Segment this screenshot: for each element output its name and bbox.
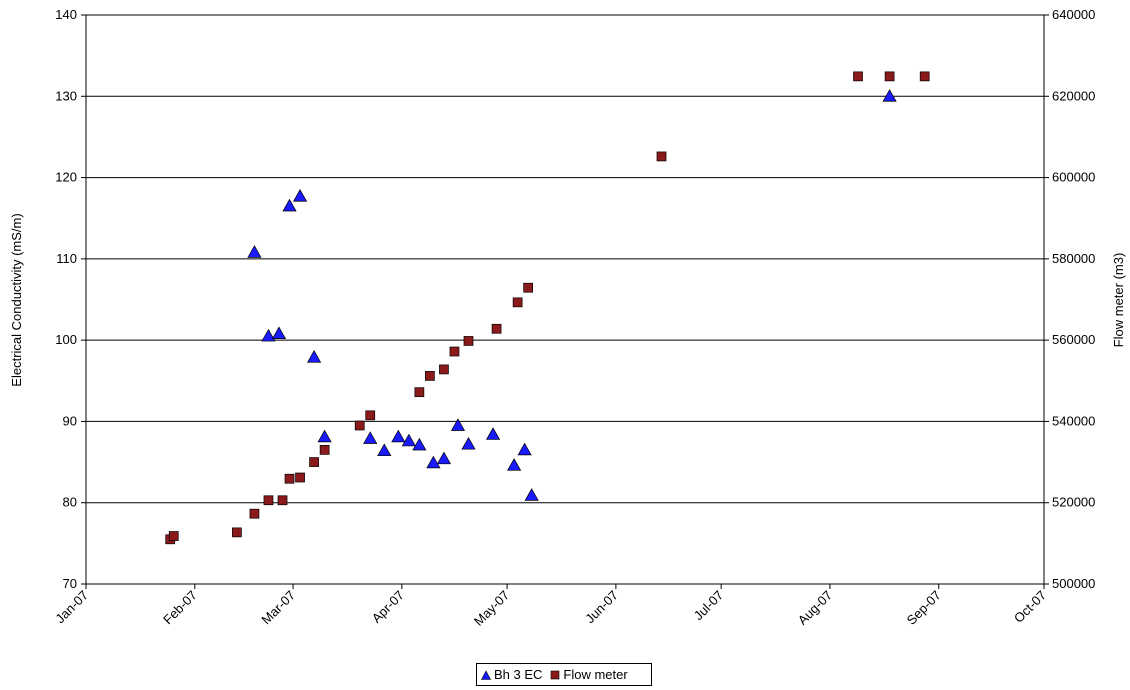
flow-point — [249, 508, 260, 519]
x-tick-label: Apr-07 — [369, 588, 407, 626]
flow-point — [853, 71, 863, 82]
y2-tick-label: 580000 — [1052, 251, 1095, 266]
y-tick-label: 130 — [55, 88, 77, 103]
y-tick-label: 110 — [56, 251, 77, 266]
ec-point — [261, 328, 276, 342]
ec-point — [436, 451, 452, 465]
y-tick-label: 70 — [63, 576, 77, 591]
y-tick-label: 90 — [63, 413, 77, 428]
flow-point — [309, 457, 319, 467]
flow-point — [414, 387, 425, 398]
flow-point — [232, 527, 242, 538]
ec-point — [485, 427, 501, 440]
legend-label-ec: Bh 3 EC — [494, 667, 543, 682]
y2-tick-label: 640000 — [1052, 7, 1095, 22]
x-tick-label: Feb-07 — [160, 588, 200, 628]
flow-point — [919, 71, 930, 82]
ec-point — [524, 488, 539, 501]
ec-point — [426, 455, 441, 469]
y2-tick-label: 600000 — [1052, 170, 1095, 185]
ec-point — [317, 429, 332, 443]
ec-point — [363, 431, 378, 444]
ec-point — [282, 198, 297, 212]
flow-point — [354, 420, 365, 431]
legend: Bh 3 EC Flow meter — [476, 663, 652, 686]
x-tick-label: Aug-07 — [795, 588, 835, 628]
x-tick-label: Oct-07 — [1011, 588, 1049, 626]
ec-point — [401, 433, 416, 447]
flow-point — [284, 473, 295, 484]
flow-point — [277, 495, 288, 506]
triangle-marker-icon — [481, 669, 491, 680]
ec-point — [507, 458, 522, 471]
flow-point — [512, 297, 523, 308]
flow-point — [263, 495, 274, 506]
y2-tick-label: 500000 — [1052, 576, 1095, 591]
x-tick-label: Jun-07 — [582, 588, 621, 627]
flow-point — [295, 472, 305, 483]
legend-item-flow: Flow meter — [550, 667, 628, 682]
flow-point — [449, 346, 460, 357]
y-tick-label: 100 — [55, 332, 77, 347]
ec-point — [461, 436, 476, 450]
data-marks — [165, 71, 930, 545]
ec-point — [450, 418, 466, 431]
ec-point — [391, 429, 406, 443]
square-marker-icon — [551, 670, 560, 679]
legend-label-flow: Flow meter — [563, 667, 628, 682]
x-tick-label: Sep-07 — [904, 588, 944, 628]
ec-point — [882, 89, 897, 102]
x-tick-label: Mar-07 — [258, 588, 298, 628]
flow-point — [319, 445, 330, 455]
y-tick-label: 120 — [55, 170, 77, 185]
y-tick-label: 140 — [55, 7, 77, 22]
y2-tick-label: 520000 — [1052, 495, 1095, 510]
x-tick-label: Jul-07 — [691, 588, 727, 624]
y2-tick-label: 620000 — [1052, 88, 1095, 103]
flow-point — [491, 323, 502, 334]
flow-point — [463, 336, 474, 346]
ec-point — [412, 437, 427, 451]
flow-point — [523, 282, 534, 293]
flow-point — [168, 531, 179, 541]
gridlines — [86, 14, 1044, 504]
ec-point — [377, 443, 392, 457]
flow-point — [365, 410, 376, 421]
tick-labels: 70 80 90 100 110 120 130 140 500000 520000 540000 5… — [52, 7, 1095, 629]
flow-point — [425, 371, 435, 381]
y-tick-label: 80 — [63, 495, 77, 510]
y2-axis-title: Flow meter (m3) — [1111, 253, 1126, 348]
axes — [81, 14, 1049, 589]
ec-point — [271, 326, 287, 339]
x-tick-label: May-07 — [471, 588, 512, 629]
ec-point — [517, 442, 532, 456]
y2-tick-label: 560000 — [1052, 332, 1095, 347]
ec-point — [292, 189, 308, 202]
flow-point — [439, 364, 449, 375]
y2-tick-label: 540000 — [1052, 413, 1095, 428]
flow-point — [884, 71, 895, 82]
x-tick-label: Jan-07 — [52, 588, 91, 627]
ec-point — [247, 245, 262, 258]
flow-point — [656, 151, 667, 162]
legend-item-ec: Bh 3 EC — [481, 667, 542, 682]
y-axis-title: Electrical Conductivity (mS/m) — [9, 213, 24, 386]
ec-point — [306, 350, 322, 363]
